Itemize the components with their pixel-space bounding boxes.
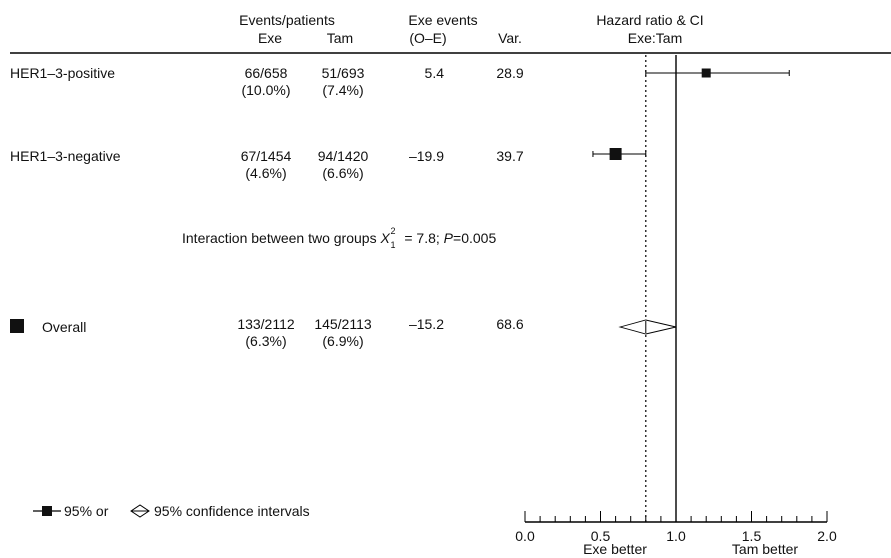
row-oe: 5.4 (424, 65, 444, 81)
row-oe: –19.9 (408, 148, 444, 164)
header-tam: Tam (326, 30, 354, 46)
overall-oe: –15.2 (408, 316, 444, 332)
header-var: Var. (498, 30, 522, 46)
row-exe-count: 66/658 (244, 65, 288, 81)
x-tick-label: 0.5 (591, 528, 611, 544)
row-exe-pct: (4.6%) (245, 165, 287, 181)
x-tick-label: 2.0 (817, 528, 837, 544)
overall-tam-count: 145/2113 (314, 316, 372, 332)
x-tick-label: 1.5 (742, 528, 762, 544)
x-tick-label: 1.0 (666, 528, 686, 544)
overall-exe-pct: (6.3%) (245, 333, 287, 349)
overall-marker-square (10, 319, 24, 333)
legend-ci-diamond (130, 504, 150, 518)
row-label-her-negative: HER1–3-negative (10, 148, 121, 164)
header-hazard-ratio: Hazard ratio & CI (596, 12, 704, 28)
row-exe-pct: (10.0%) (241, 82, 291, 98)
row-tam-count: 51/693 (321, 65, 365, 81)
legend-ci-label: 95% confidence intervals (154, 503, 310, 519)
row-label-her-positive: HER1–3-positive (10, 65, 116, 81)
overall-exe-count: 133/2112 (237, 316, 295, 332)
overall-var: 68.6 (496, 316, 524, 332)
row-tam-count: 94/1420 (317, 148, 369, 164)
row-tam-pct: (6.6%) (322, 165, 364, 181)
header-exe-tam: Exe:Tam (627, 30, 683, 46)
legend-or-label: 95% or (64, 503, 109, 519)
x-tick-label: 0.0 (515, 528, 535, 544)
row-var: 28.9 (496, 65, 524, 81)
row-tam-pct: (7.4%) (322, 82, 364, 98)
header-exe-events: Exe events (408, 12, 478, 28)
header-events-patients: Events/patients (239, 12, 335, 28)
x-axis: 0.0 0.5 1.0 1.5 2.0 (515, 511, 837, 544)
hr-point (701, 68, 711, 78)
overall-label: Overall (42, 319, 87, 335)
header-o-e: (O–E) (409, 30, 447, 46)
hr-point (609, 148, 622, 160)
row-var: 39.7 (496, 148, 524, 164)
overall-diamond (618, 319, 677, 335)
axis-exe-better: Exe better (583, 541, 647, 557)
header-exe: Exe (257, 30, 283, 46)
overall-tam-pct: (6.9%) (322, 333, 364, 349)
axis-tam-better: Tam better (731, 541, 799, 557)
forest-marks (592, 55, 790, 522)
row-exe-count: 67/1454 (240, 148, 292, 164)
legend-or-square (42, 506, 52, 516)
